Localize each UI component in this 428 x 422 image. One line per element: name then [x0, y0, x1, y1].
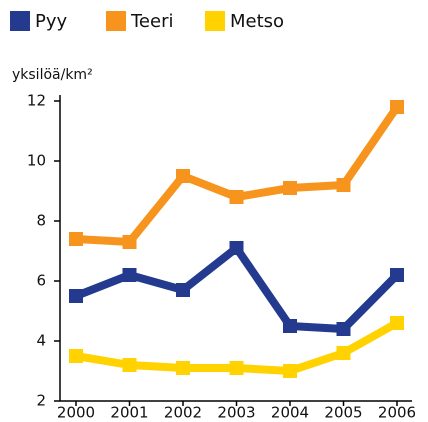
point-marker: [176, 361, 190, 375]
series-line: [75, 104, 401, 247]
legend-swatch: [106, 11, 126, 31]
y-tick-label: 10: [27, 152, 46, 170]
y-tick-label: 2: [36, 392, 46, 410]
x-tick-label: 2001: [110, 404, 148, 422]
point-marker: [69, 349, 83, 363]
y-axis-label: yksilöä/km²: [12, 67, 93, 83]
legend-label: Metso: [230, 11, 284, 32]
point-marker: [390, 316, 404, 330]
point-marker: [122, 235, 137, 249]
y-tick-label: 4: [36, 332, 46, 350]
y-tick-label: 12: [27, 92, 46, 110]
legend-label: Pyy: [35, 11, 68, 32]
legend-swatch: [205, 11, 225, 31]
point-marker: [229, 190, 244, 204]
legend-label: Teeri: [130, 11, 174, 32]
point-marker: [69, 289, 83, 303]
x-tick-label: 2003: [217, 404, 255, 422]
point-marker: [229, 361, 244, 375]
point-marker: [336, 178, 351, 192]
x-tick-label: 2005: [324, 404, 362, 422]
point-marker: [122, 268, 137, 282]
point-marker: [390, 268, 404, 282]
point-marker: [283, 181, 297, 195]
y-tick-label: 6: [36, 272, 46, 290]
point-marker: [336, 322, 351, 336]
point-marker: [229, 241, 244, 255]
x-tick-label: 2004: [271, 404, 309, 422]
point-marker: [122, 358, 137, 372]
point-marker: [69, 232, 83, 246]
x-tick-label: 2000: [57, 404, 95, 422]
legend-swatch: [10, 11, 30, 31]
x-tick-label: 2006: [378, 404, 416, 422]
point-marker: [176, 169, 190, 183]
y-tick-label: 8: [36, 212, 46, 230]
point-marker: [336, 346, 351, 360]
point-marker: [390, 100, 404, 114]
series-line: [74, 242, 400, 334]
point-marker: [283, 364, 297, 378]
point-marker: [283, 319, 297, 333]
point-marker: [176, 283, 190, 297]
x-tick-label: 2002: [164, 404, 202, 422]
